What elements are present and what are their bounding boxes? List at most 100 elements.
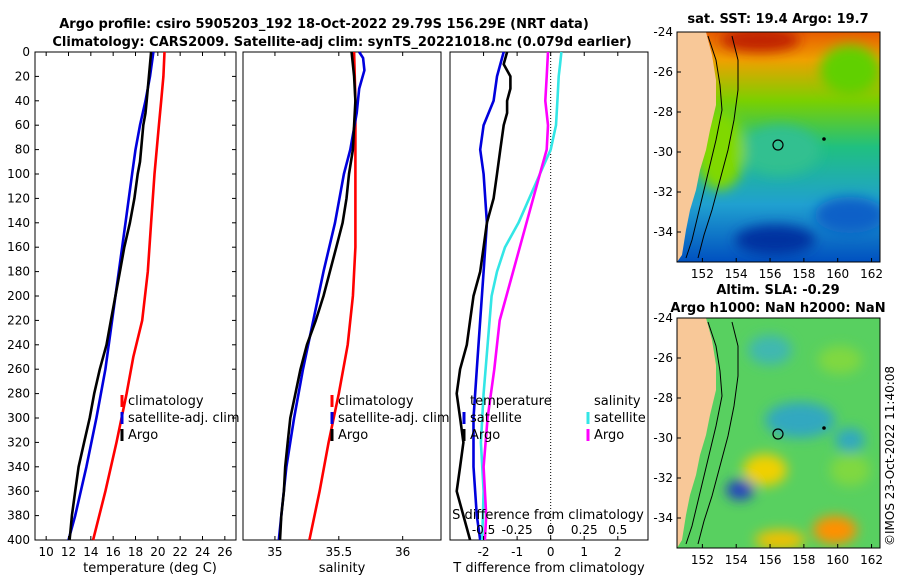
temperature-xtick-label: 18	[128, 545, 143, 559]
sla-map-ytick-label: -24	[653, 311, 673, 325]
temperature-series-satellite-adj-clim	[67, 51, 155, 541]
difference-legend-s-argo: Argo	[594, 428, 624, 443]
argo-position-marker-sla	[772, 428, 784, 440]
salinity-panel: 35 35.5 36 salinity climatology satellite-…	[242, 51, 450, 576]
difference-xtick-label: 2	[614, 545, 622, 559]
temperature-panel: 10 12 14 16 18 20 22 24 26 020406080100120140160…	[7, 45, 648, 576]
salinity-xlabel: salinity	[319, 561, 366, 576]
depth-tick-label: 360	[7, 484, 30, 498]
sst-map-ytick-label: -24	[653, 25, 673, 39]
argo-position-marker-sst	[772, 139, 784, 151]
sla-map-xtick-label: 156	[759, 553, 782, 567]
difference-xtick-label: -1	[511, 545, 523, 559]
depth-tick-label: 20	[15, 69, 30, 83]
sla-map-ytick-label: -34	[653, 511, 673, 525]
difference-xtick-label: 0	[547, 545, 555, 559]
depth-tick-label: 80	[15, 143, 30, 157]
sst-map-title: sat. SST: 19.4 Argo: 19.7	[687, 12, 868, 27]
difference-legend-t: temperature satellite Argo	[462, 394, 552, 443]
sla-map-xtick-label: 162	[860, 553, 883, 567]
difference-legend-s-title: salinity	[594, 394, 641, 409]
sla-map-title-2: Argo h1000: NaN h2000: NaN	[670, 301, 885, 316]
sla-map-ytick-label: -32	[653, 471, 673, 485]
temperature-xtick-label: 24	[195, 545, 210, 559]
temperature-legend-satellite: satellite-adj. clim	[128, 411, 240, 426]
t-difference-xlabel: T difference from climatology	[452, 561, 645, 576]
title-line-1: Argo profile: csiro 5905203_192 18-Oct-2…	[59, 17, 589, 32]
sst-map-ytick-label: -28	[653, 105, 673, 119]
sla-map-title-1: Altim. SLA: -0.29	[716, 283, 839, 298]
depth-tick-label: 320	[7, 435, 30, 449]
sla-map-ytick-label: -30	[653, 431, 673, 445]
depth-tick-label: 60	[15, 118, 30, 132]
sst-map-ytick-label: -26	[653, 65, 673, 79]
salinity-legend-argo: Argo	[338, 428, 368, 443]
depth-tick-label: 300	[7, 411, 30, 425]
depth-tick-label: 400	[7, 533, 30, 547]
depth-tick-label: 160	[7, 240, 30, 254]
sst-map-ytick-label: -34	[653, 225, 673, 239]
salinity-series-satellite-adj-clim	[277, 51, 366, 541]
sla-map-xtick-label: 158	[792, 553, 815, 567]
difference-legend-t-argo: Argo	[470, 428, 500, 443]
difference-xtick-label: 1	[580, 545, 588, 559]
temperature-xtick-label: 22	[173, 545, 188, 559]
depth-tick-label: 280	[7, 387, 30, 401]
difference-legend-t-satellite: satellite	[470, 411, 522, 426]
difference-xtick-label: -2	[478, 545, 490, 559]
sst-map-xtick-label: 158	[792, 267, 815, 281]
s-difference-xtick-label: -0.5	[472, 523, 495, 537]
temperature-legend: climatology satellite-adj. clim Argo	[120, 394, 240, 443]
s-difference-xtick-label: -0.25	[502, 523, 533, 537]
sst-map-xtick-label: 152	[691, 267, 714, 281]
sst-map-xtick-label: 162	[860, 267, 883, 281]
difference-series-t-satellite	[472, 51, 505, 541]
depth-tick-label: 180	[7, 265, 30, 279]
depth-tick-label: 220	[7, 313, 30, 327]
sst-map-xtick-label: 160	[826, 267, 849, 281]
depth-tick-label: 200	[7, 289, 30, 303]
sst-map: sat. SST: 19.4 Argo: 19.7 -24 -26 -28 -30 -3…	[653, 12, 883, 281]
temperature-xtick-label: 14	[83, 545, 98, 559]
salinity-xtick-label: 35.5	[325, 545, 352, 559]
imos-timestamp: ©IMOS 23-Oct-2022 11:40:08	[883, 366, 897, 546]
sla-map-ytick-label: -26	[653, 351, 673, 365]
salinity-series-climatology	[308, 51, 357, 541]
difference-legend-s: salinity satellite Argo	[586, 394, 646, 443]
sst-map-ytick-label: -32	[653, 185, 673, 199]
temperature-xtick-label: 16	[106, 545, 121, 559]
s-difference-xtick-label: 0.5	[608, 523, 627, 537]
depth-tick-label: 340	[7, 460, 30, 474]
sla-map-xtick-label: 154	[725, 553, 748, 567]
difference-series-s-satellite	[479, 51, 563, 541]
depth-tick-label: 0	[22, 45, 30, 59]
difference-series-s-argo	[482, 51, 550, 541]
temperature-series-argo	[68, 51, 153, 541]
temperature-xtick-label: 10	[39, 545, 54, 559]
sla-map-ytick-label: -28	[653, 391, 673, 405]
depth-tick-label: 120	[7, 191, 30, 205]
temperature-xtick-label: 20	[150, 545, 165, 559]
salinity-xtick-label: 36	[395, 545, 410, 559]
difference-legend-t-title: temperature	[470, 394, 552, 409]
salinity-xtick-label: 35	[267, 545, 282, 559]
salinity-series-argo	[278, 51, 357, 541]
s-difference-xtick-label: 0	[547, 523, 555, 537]
temperature-series-climatology	[91, 51, 166, 541]
sst-map-ytick-label: -30	[653, 145, 673, 159]
depth-tick-label: 260	[7, 362, 30, 376]
sla-map-xtick-label: 152	[691, 553, 714, 567]
difference-legend-s-satellite: satellite	[594, 411, 646, 426]
sla-map: Altim. SLA: -0.29 Argo h1000: NaN h2000:…	[653, 283, 885, 567]
temperature-xlabel: temperature (deg C)	[83, 561, 217, 576]
salinity-legend: climatology satellite-adj. clim Argo	[330, 394, 450, 443]
depth-tick-label: 140	[7, 216, 30, 230]
s-difference-xtick-label: 0.25	[571, 523, 598, 537]
difference-panel: -2 -1 0 1 2 -0.5 -0.25 0 0.25 0.5 T difference f…	[449, 51, 649, 576]
temperature-xtick-label: 12	[61, 545, 76, 559]
temperature-legend-argo: Argo	[128, 428, 158, 443]
temperature-legend-climatology: climatology	[128, 394, 204, 409]
sla-map-xtick-label: 160	[826, 553, 849, 567]
salinity-legend-satellite: satellite-adj. clim	[338, 411, 450, 426]
